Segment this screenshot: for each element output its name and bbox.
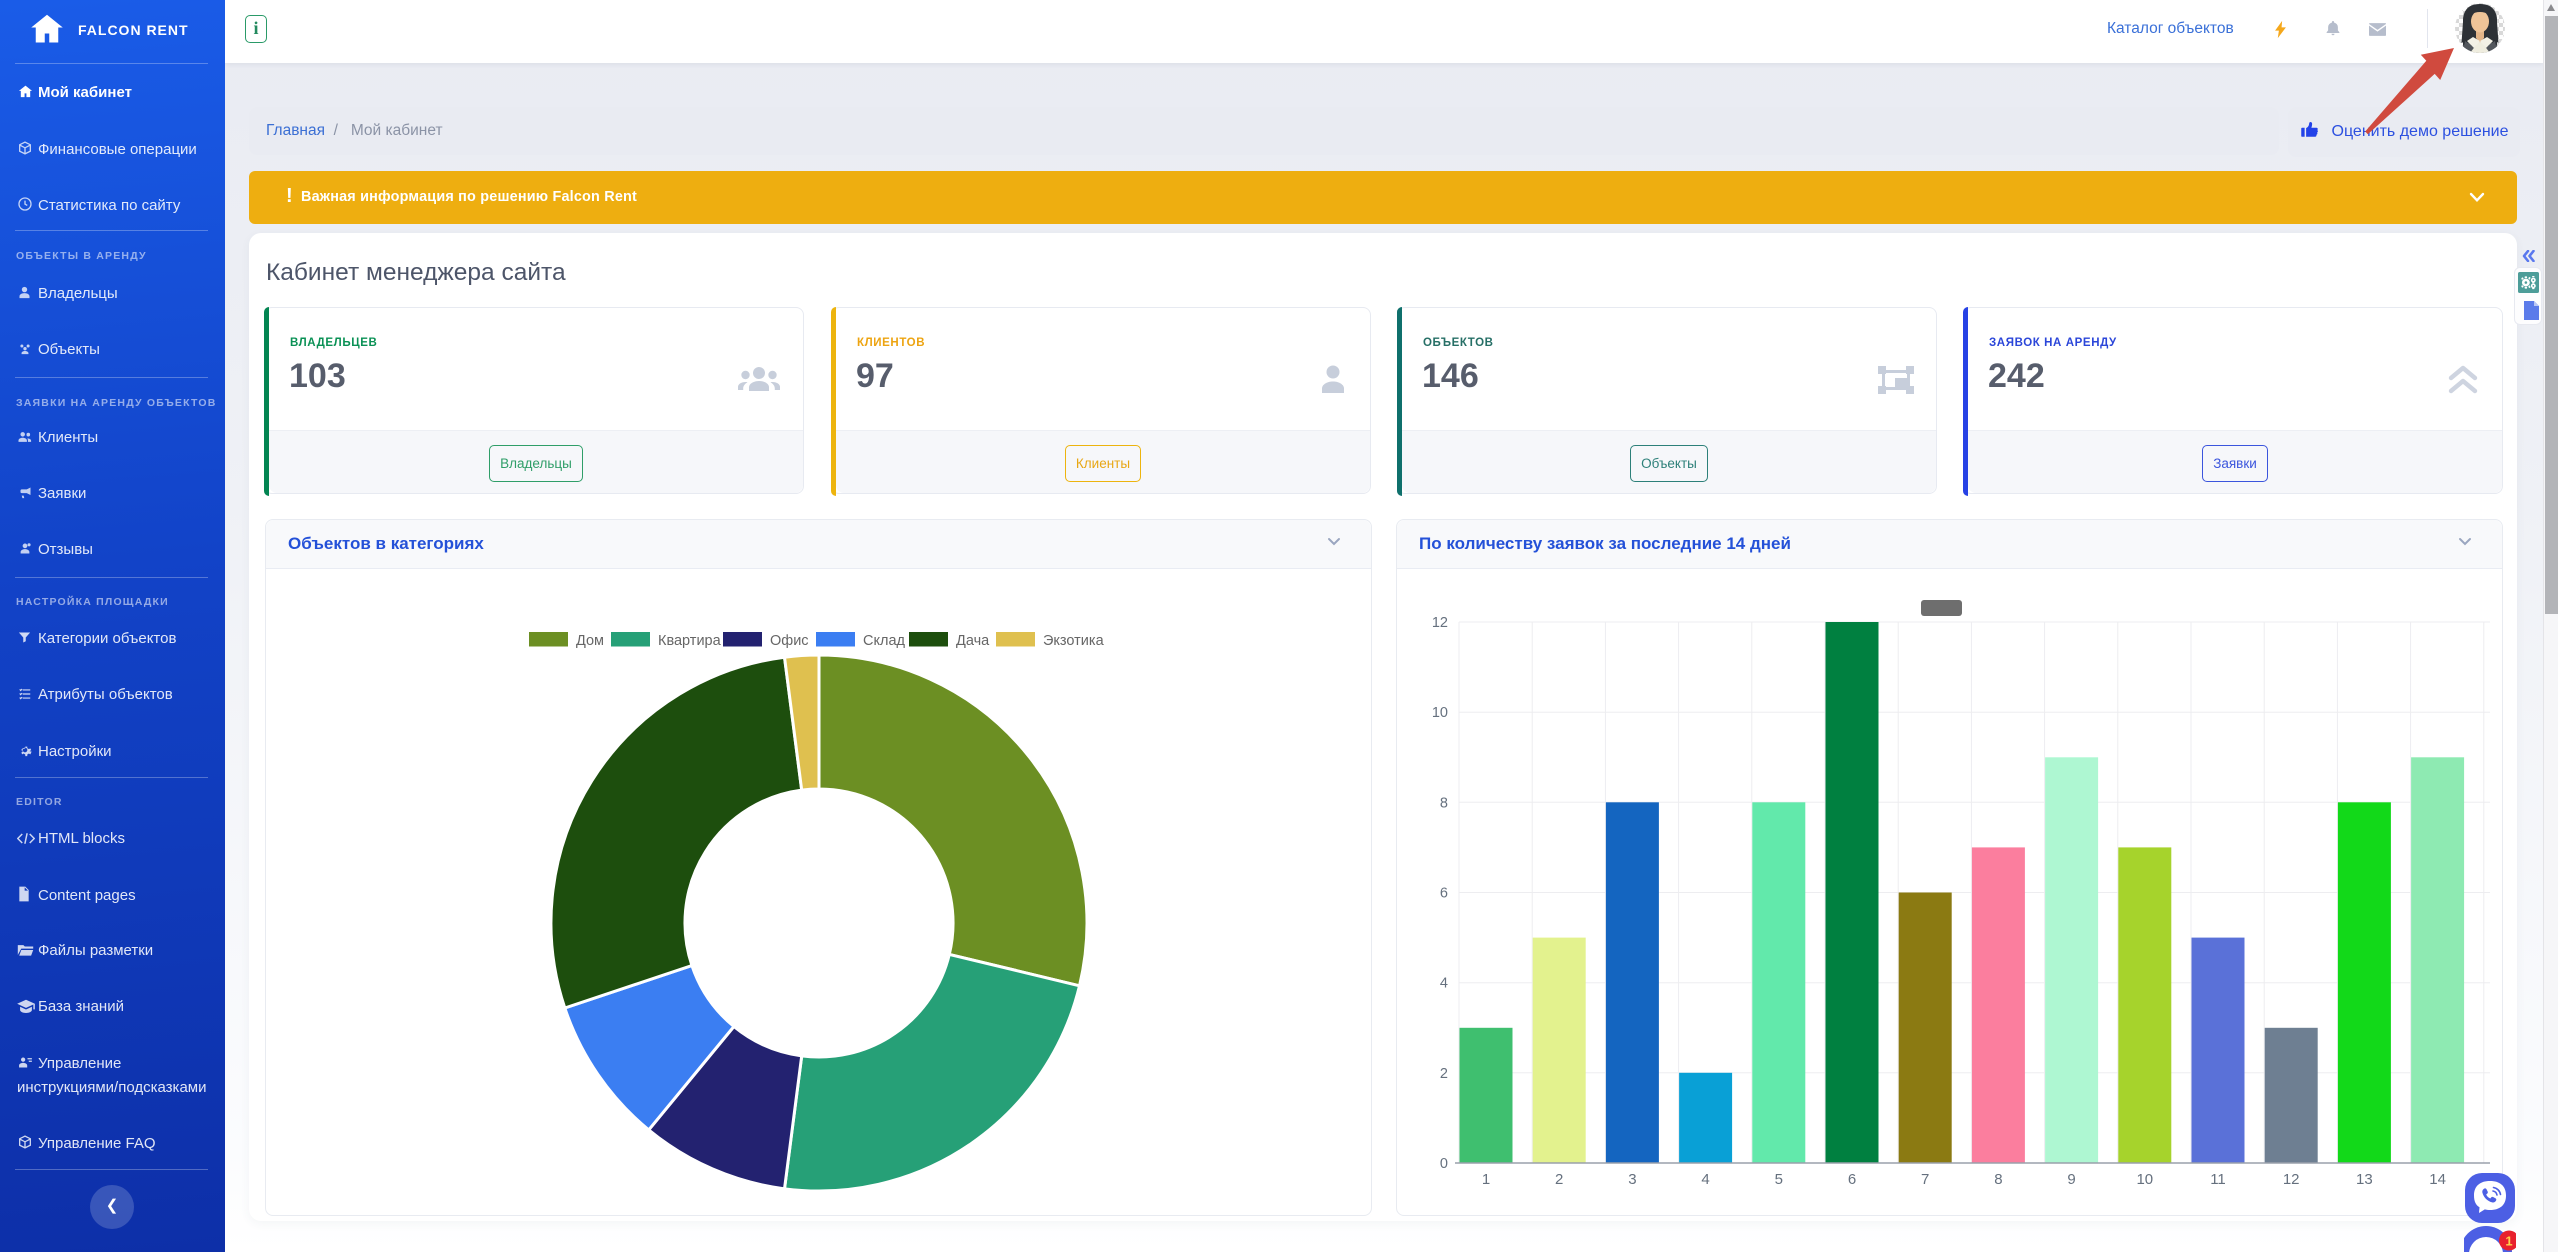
svg-text:Дача: Дача bbox=[956, 633, 990, 649]
svg-text:2: 2 bbox=[1440, 1066, 1448, 1082]
svg-text:2: 2 bbox=[1555, 1171, 1563, 1188]
svg-text:5: 5 bbox=[1775, 1171, 1783, 1188]
svg-text:Склад: Склад bbox=[863, 633, 906, 649]
svg-text:9: 9 bbox=[2067, 1171, 2075, 1188]
svg-text:3: 3 bbox=[1628, 1171, 1636, 1188]
svg-text:6: 6 bbox=[1848, 1171, 1856, 1188]
svg-text:11: 11 bbox=[2210, 1171, 2226, 1188]
svg-text:4: 4 bbox=[1440, 976, 1448, 992]
svg-text:8: 8 bbox=[1994, 1171, 2002, 1188]
svg-text:14: 14 bbox=[2429, 1171, 2446, 1188]
svg-text:Квартира: Квартира bbox=[658, 633, 722, 649]
svg-text:1: 1 bbox=[1482, 1171, 1490, 1188]
svg-text:8: 8 bbox=[1440, 795, 1448, 811]
svg-text:12: 12 bbox=[2283, 1171, 2300, 1188]
svg-text:Офис: Офис bbox=[770, 633, 809, 649]
svg-text:1: 1 bbox=[2505, 1234, 2512, 1249]
svg-text:6: 6 bbox=[1440, 886, 1448, 902]
svg-text:10: 10 bbox=[1432, 705, 1448, 721]
svg-text:10: 10 bbox=[2136, 1171, 2153, 1188]
svg-text:0: 0 bbox=[1440, 1156, 1448, 1172]
svg-text:7: 7 bbox=[1921, 1171, 1929, 1188]
svg-text:Дом: Дом bbox=[576, 633, 604, 649]
svg-text:12: 12 bbox=[1432, 615, 1448, 631]
svg-text:Экзотика: Экзотика bbox=[1043, 633, 1105, 649]
svg-text:4: 4 bbox=[1701, 1171, 1709, 1188]
svg-text:13: 13 bbox=[2356, 1171, 2373, 1188]
